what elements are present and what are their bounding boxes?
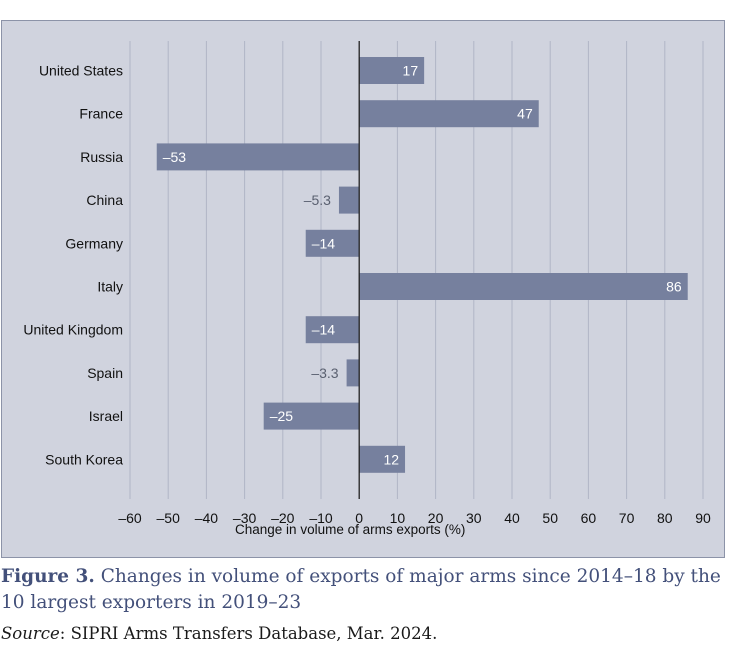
bar — [359, 445, 406, 473]
x-tick-label: –50 — [157, 510, 181, 526]
data-label: –3.3 — [311, 365, 338, 381]
data-label: –53 — [163, 149, 187, 165]
category-label: United Kingdom — [23, 322, 123, 338]
x-tick-label: 60 — [581, 510, 597, 526]
bar — [305, 229, 360, 257]
source-label: Source — [1, 624, 60, 643]
category-label: Italy — [97, 279, 123, 295]
source-note: Source: SIPRI Arms Transfers Database, M… — [1, 624, 437, 643]
bar-chart: United States 17 France 47 Russia –53 China –5.… — [23, 41, 711, 537]
bar — [359, 57, 425, 84]
figure-caption: Figure 3. Changes in volume of exports o… — [1, 564, 737, 616]
x-tick-label: 20 — [428, 510, 444, 526]
bar — [359, 100, 539, 128]
data-label: –5.3 — [304, 192, 331, 208]
x-tick-label: 0 — [355, 510, 363, 526]
figure-label: Figure 3. — [1, 566, 95, 587]
category-label: South Korea — [45, 451, 123, 467]
x-tick-label: –10 — [309, 510, 333, 526]
x-tick-label: 50 — [542, 510, 558, 526]
category-label: France — [79, 106, 123, 122]
data-label: 47 — [517, 106, 533, 122]
x-tick-label: –20 — [271, 510, 295, 526]
x-tick-label: 80 — [657, 510, 673, 526]
bar — [156, 143, 360, 171]
x-tick-label: –30 — [233, 510, 257, 526]
category-label: China — [86, 192, 123, 208]
x-tick-label: 10 — [390, 510, 406, 526]
data-label: –14 — [312, 322, 336, 338]
x-tick-label: –60 — [118, 510, 142, 526]
category-label: United States — [39, 63, 123, 79]
category-label: Germany — [65, 235, 123, 251]
data-label: 12 — [383, 451, 399, 467]
data-label: 17 — [403, 63, 419, 79]
category-label: Russia — [80, 149, 123, 165]
x-tick-label: 40 — [504, 510, 520, 526]
bar — [359, 273, 688, 300]
figure-caption-text: Changes in volume of exports of major ar… — [1, 566, 721, 613]
category-label: Israel — [89, 408, 123, 424]
x-axis-label: Change in volume of arms exports (%) — [235, 522, 465, 537]
source-text: : SIPRI Arms Transfers Database, Mar. 20… — [59, 624, 438, 643]
bar — [338, 186, 360, 214]
data-label: –25 — [270, 408, 294, 424]
data-label: 86 — [666, 279, 682, 295]
x-tick-label: 70 — [619, 510, 635, 526]
data-label: –14 — [312, 235, 336, 251]
chart-panel: United States 17 France 47 Russia –53 China –5.… — [1, 20, 725, 558]
bar — [305, 316, 360, 344]
bar — [263, 402, 360, 430]
x-tick-label: 90 — [695, 510, 711, 526]
x-tick-label: 30 — [466, 510, 482, 526]
bar — [346, 359, 360, 387]
category-label: Spain — [87, 365, 123, 381]
x-tick-label: –40 — [195, 510, 219, 526]
